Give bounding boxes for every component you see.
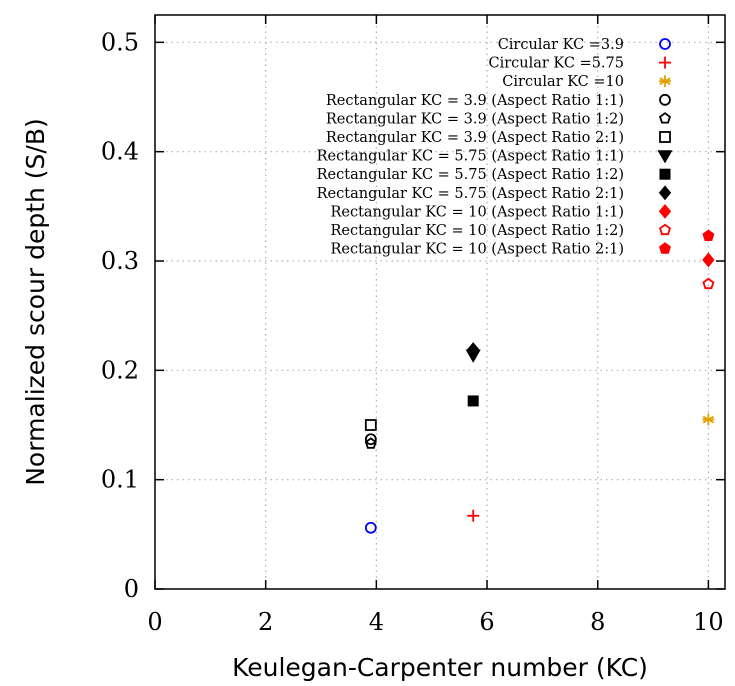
y-tick-label: 0.3 (101, 247, 139, 275)
legend-entry-label: Rectangular KC = 5.75 (Aspect Ratio 1:2) (317, 167, 624, 183)
x-axis-title: Keulegan-Carpenter number (KC) (232, 653, 648, 682)
legend-entry-label: Circular KC =3.9 (498, 37, 624, 53)
legend-marker (658, 242, 672, 254)
data-point (364, 433, 377, 446)
data-point (702, 229, 715, 241)
legend-entry-label: Rectangular KC = 3.9 (Aspect Ratio 1:2) (326, 111, 624, 127)
legend-marker (659, 75, 671, 88)
y-tick-label: 0.2 (101, 356, 139, 384)
data-point (467, 395, 479, 407)
data-points (364, 229, 715, 534)
legend: Circular KC =3.9 Circular KC =5.75 Circula… (317, 37, 673, 258)
grid-lines (155, 15, 725, 589)
y-axis-title: Normalized scour depth (S/B) (21, 118, 50, 486)
y-tick-label: 0.4 (101, 138, 139, 166)
legend-marker (659, 131, 671, 143)
data-point (702, 252, 715, 268)
x-tick-label: 2 (258, 608, 273, 636)
x-tick-label: 6 (479, 608, 494, 636)
x-tick-label: 10 (693, 608, 724, 636)
legend-entry-label: Circular KC =5.75 (488, 56, 624, 72)
data-point (467, 342, 480, 357)
y-tick-label: 0.1 (101, 466, 139, 494)
data-point (467, 509, 480, 522)
legend-entry-label: Rectangular KC = 10 (Aspect Ratio 1:2) (330, 223, 624, 239)
data-point (702, 413, 715, 426)
legend-marker (659, 168, 671, 180)
legend-entry-label: Rectangular KC = 3.9 (Aspect Ratio 2:1) (326, 130, 624, 146)
legend-marker (658, 112, 672, 124)
legend-entry-label: Rectangular KC = 5.75 (Aspect Ratio 1:1) (317, 149, 624, 165)
legend-marker (658, 185, 672, 201)
y-tick-label: 0 (124, 575, 139, 603)
legend-marker (659, 38, 671, 50)
legend-entry-label: Rectangular KC = 10 (Aspect Ratio 2:1) (330, 242, 624, 258)
data-point (364, 419, 377, 431)
legend-marker (659, 93, 671, 106)
data-point (702, 277, 715, 290)
legend-entry-label: Rectangular KC = 3.9 (Aspect Ratio 1:1) (326, 93, 624, 109)
legend-marker (658, 203, 672, 219)
legend-marker (659, 56, 671, 69)
data-point (364, 521, 377, 534)
legend-entry-label: Circular KC =10 (502, 74, 624, 90)
axis-ticks: 0 2 4 6 8 10 0 0.1 0.2 0.3 0.4 0.5 (101, 15, 725, 636)
x-tick-label: 8 (590, 608, 605, 636)
legend-entry-label: Rectangular KC = 10 (Aspect Ratio 1:1) (330, 204, 624, 220)
plot-frame (154, 14, 726, 590)
data-point (364, 437, 377, 449)
legend-marker (658, 223, 672, 236)
x-tick-label: 0 (147, 608, 162, 636)
x-tick-label: 4 (369, 608, 384, 636)
y-tick-label: 0.5 (101, 28, 139, 56)
legend-marker (657, 150, 673, 164)
legend-entry-label: Rectangular KC = 5.75 (Aspect Ratio 2:1) (317, 186, 624, 202)
